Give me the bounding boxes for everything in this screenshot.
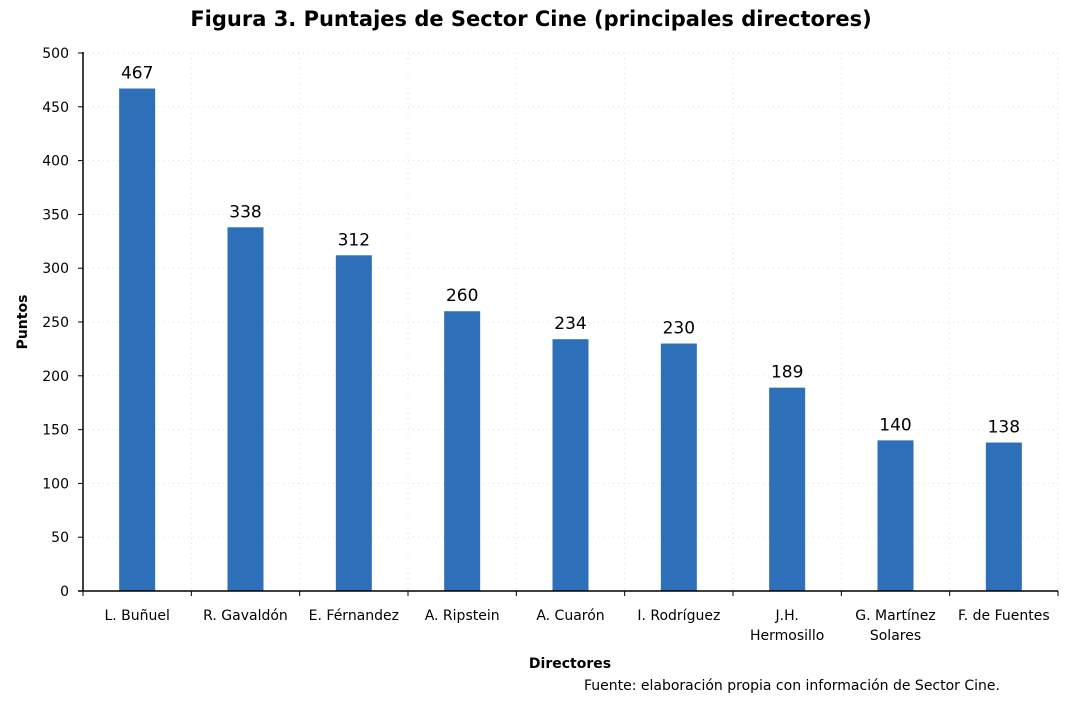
data-label: 338 (229, 202, 261, 222)
y-tick-label: 500 (42, 46, 69, 62)
bar (119, 88, 156, 592)
x-tick-label: L. Buñuel (104, 608, 169, 624)
data-label: 312 (338, 230, 370, 250)
data-label: 234 (554, 314, 586, 334)
chart-title: Figura 3. Puntajes de Sector Cine (princ… (190, 7, 871, 31)
bar (227, 227, 264, 591)
data-label: 138 (988, 418, 1020, 438)
y-tick-label: 50 (51, 530, 69, 546)
axes: 0 50 100 150 200 250 300 350 400 450 500 L. Buñuel R… (42, 46, 1059, 644)
data-label: 189 (771, 363, 803, 383)
bar (335, 255, 372, 591)
y-tick-label: 0 (60, 584, 69, 600)
x-tick-label: A. Ripstein (425, 608, 500, 624)
bar (444, 311, 481, 591)
bar (769, 387, 806, 591)
data-label: 467 (121, 64, 153, 84)
x-tick-label: G. Martínez (855, 608, 935, 624)
x-tick-label: I. Rodríguez (637, 608, 720, 624)
x-tick-label: R. Gavaldón (203, 608, 288, 624)
x-tick-label: Hermosillo (750, 628, 824, 644)
y-tick-label: 450 (42, 100, 69, 116)
data-label: 140 (879, 415, 911, 435)
y-tick-label: 100 (42, 476, 69, 492)
source-note: Fuente: elaboración propia con informaci… (584, 678, 1000, 694)
bar (552, 339, 589, 591)
y-tick-label: 400 (42, 154, 69, 170)
bar (985, 442, 1022, 591)
bar (877, 440, 914, 591)
y-tick-label: 200 (42, 369, 69, 385)
y-axis-label: Puntos (15, 295, 31, 350)
data-label: 260 (446, 286, 478, 306)
x-tick-label: A. Cuarón (536, 608, 604, 624)
x-axis-label: Directores (529, 656, 611, 672)
x-tick-label: F. de Fuentes (958, 608, 1050, 624)
y-tick-label: 300 (42, 261, 69, 277)
x-tick-label: J.H. (775, 608, 799, 624)
x-tick-label: E. Férnandez (309, 608, 399, 624)
y-tick-label: 150 (42, 423, 69, 439)
data-label: 230 (663, 319, 695, 339)
x-tick-label: Solares (870, 628, 921, 644)
y-tick-label: 250 (42, 315, 69, 331)
bar (660, 343, 697, 591)
bars: 467 338 312 260 234 230 189 140 138 (119, 64, 1022, 592)
y-tick-label: 350 (42, 207, 69, 223)
